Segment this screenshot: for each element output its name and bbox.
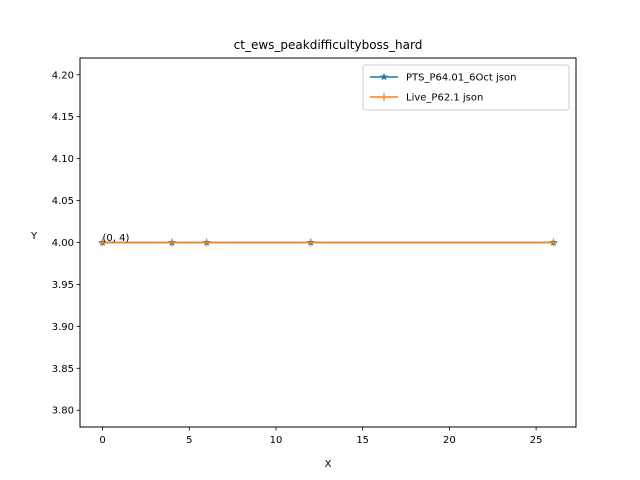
legend-box: [362, 64, 570, 111]
series-1-point-4: [549, 238, 558, 247]
y-tick-label-1: 3.85: [52, 364, 74, 375]
series-1: [98, 238, 558, 247]
x-tick-label-2: 10: [270, 435, 283, 446]
y-tick-label-4: 4.00: [52, 238, 74, 249]
y-axis-label: Y: [30, 231, 38, 242]
legend-label-0: PTS_P64.01_6Oct json: [406, 73, 516, 84]
plot-area: (0, 4): [98, 233, 558, 247]
y-tick-label-7: 4.15: [52, 112, 74, 123]
series-1-point-1: [167, 238, 176, 247]
legend-marker-0: [379, 72, 389, 81]
legend-entry-1: Live_P62.1 json: [370, 93, 483, 104]
legend-marker-1: [380, 93, 388, 101]
y-tick-label-2: 3.90: [52, 322, 74, 333]
x-tick-label-3: 15: [356, 435, 369, 446]
y-tick-label-3: 3.95: [52, 280, 74, 291]
chart-title: ct_ews_peakdifficultyboss_hard: [234, 38, 423, 52]
x-tick-label-0: 0: [99, 435, 105, 446]
x-tick-label-1: 5: [186, 435, 192, 446]
series-1-point-3: [306, 238, 315, 247]
y-tick-label-8: 4.20: [52, 70, 74, 81]
legend-label-1: Live_P62.1 json: [406, 93, 483, 104]
annotation-0: (0, 4): [103, 233, 130, 244]
legend: PTS_P64.01_6Oct json Live_P62.1 json: [362, 64, 570, 111]
y-tick-label-5: 4.05: [52, 196, 74, 207]
series-1-point-0: [98, 238, 107, 247]
legend-entry-0: PTS_P64.01_6Oct json: [370, 73, 516, 84]
y-tick-label-0: 3.80: [52, 406, 74, 417]
y-tick-label-6: 4.10: [52, 154, 74, 165]
series-1-point-2: [202, 238, 211, 247]
x-tick-label-5: 25: [530, 435, 543, 446]
x-axis-label: X: [325, 459, 332, 470]
x-tick-label-4: 20: [443, 435, 456, 446]
